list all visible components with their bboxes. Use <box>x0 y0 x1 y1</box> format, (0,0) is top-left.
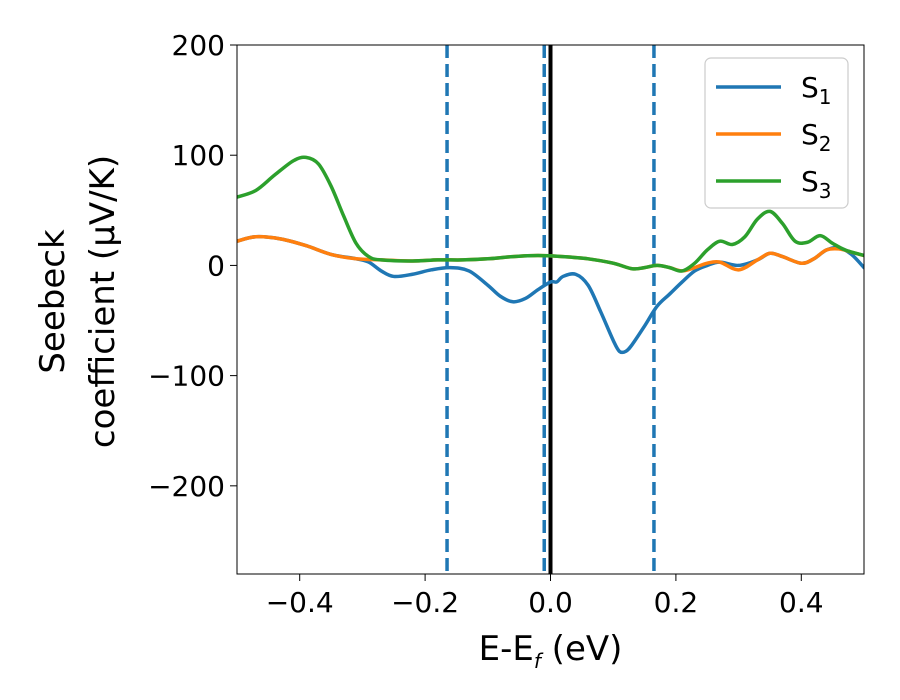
y-axis-label-line1: Seebeck <box>33 229 73 374</box>
x-axis: −0.4 −0.2 0.0 0.2 0.4 <box>266 574 824 619</box>
y-tick-label: 100 <box>172 139 225 172</box>
x-tick-label: 0.2 <box>654 586 699 619</box>
series-layer <box>237 155 864 355</box>
reference-lines <box>445 45 656 574</box>
y-tick-label: −100 <box>148 360 225 393</box>
series-line-s3 <box>237 155 864 273</box>
y-tick-label: 200 <box>172 29 225 62</box>
y-axis: −200 −100 0 100 200 <box>148 29 237 503</box>
legend-label-s1: S1 <box>801 71 832 109</box>
y-axis-label-line2: coefficient (μV/K) <box>83 155 123 448</box>
x-tick-label: −0.2 <box>391 586 459 619</box>
x-tick-label: 0.4 <box>779 586 824 619</box>
legend-label-s2: S2 <box>801 118 832 156</box>
x-axis-label: E-Ef (eV) <box>479 629 623 673</box>
x-tick-label: 0.0 <box>528 586 573 619</box>
legend-label-s3: S3 <box>801 165 832 203</box>
y-tick-label: −200 <box>148 470 225 503</box>
y-tick-label: 0 <box>207 249 225 282</box>
x-tick-label: −0.4 <box>266 586 334 619</box>
legend: S1 S2 S3 <box>704 57 849 209</box>
